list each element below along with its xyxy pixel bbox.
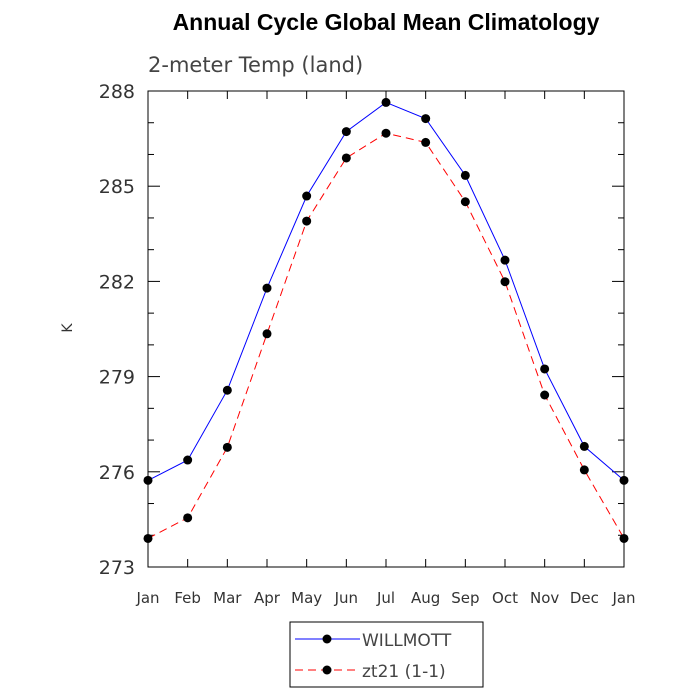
series-point-0 — [262, 283, 272, 293]
y-tick-label: 282 — [99, 271, 135, 293]
x-tick-label: Mar — [213, 589, 242, 607]
series-point-1 — [183, 513, 193, 523]
series-point-1 — [302, 216, 312, 226]
x-tick-label: Sep — [451, 589, 479, 607]
series-point-1 — [381, 128, 391, 138]
legend-label-1: zt21 (1-1) — [362, 662, 446, 682]
series-point-0 — [381, 97, 391, 107]
y-tick-label: 285 — [99, 176, 135, 198]
x-tick-label: Dec — [570, 589, 599, 607]
series-point-0 — [183, 455, 193, 465]
x-tick-label: Feb — [174, 589, 201, 607]
series-point-0 — [302, 191, 312, 201]
plot-frame — [147, 90, 625, 568]
series-line-0 — [147, 101, 625, 481]
x-tick-label: Nov — [530, 589, 559, 607]
series-point-0 — [500, 255, 510, 265]
y-tick-label: 288 — [99, 81, 135, 103]
plot-area: 273 276 279 282 285 288 Jan Feb Mar Apr May Jun Jul A… — [99, 81, 636, 607]
x-tick-label: Apr — [254, 589, 281, 607]
x-tick-label: May — [291, 589, 322, 607]
y-tick-label: 273 — [99, 557, 135, 579]
series-point-1 — [262, 329, 272, 339]
series-point-0 — [579, 441, 589, 451]
x-tick-label: Jul — [376, 589, 395, 607]
y-axis-label: K — [60, 323, 76, 333]
y-tick-label: 279 — [99, 367, 135, 389]
legend-marker-1 — [322, 665, 332, 675]
series-point-0 — [460, 170, 470, 180]
series-point-0 — [540, 364, 550, 374]
series-point-1 — [619, 533, 629, 543]
series-point-0 — [421, 114, 431, 124]
x-tick-label: Jun — [334, 589, 358, 607]
series-point-0 — [619, 475, 629, 485]
series-point-1 — [341, 153, 351, 163]
series-point-1 — [421, 137, 431, 147]
legend-box — [289, 621, 484, 688]
legend-marker-0 — [322, 634, 332, 644]
series-point-0 — [143, 475, 153, 485]
series-point-1 — [540, 390, 550, 400]
legend-label-0: WILLMOTT — [362, 631, 452, 651]
series-point-1 — [579, 465, 589, 475]
chart-subtitle: 2-meter Temp (land) — [148, 53, 363, 77]
series-line-1 — [147, 132, 625, 539]
x-tick-label: Aug — [411, 589, 440, 607]
x-tick-label: Jan — [611, 589, 635, 607]
series-point-0 — [341, 127, 351, 137]
series-point-0 — [222, 385, 232, 395]
series-point-1 — [460, 197, 470, 207]
series-point-1 — [222, 442, 232, 452]
y-tick-label: 276 — [99, 462, 135, 484]
series-point-1 — [500, 277, 510, 287]
x-tick-label: Oct — [492, 589, 518, 607]
legend: WILLMOTT zt21 (1-1) — [289, 621, 484, 688]
series-point-1 — [143, 533, 153, 543]
chart-title: Annual Cycle Global Mean Climatology — [173, 9, 600, 35]
x-tick-label: Jan — [135, 589, 159, 607]
